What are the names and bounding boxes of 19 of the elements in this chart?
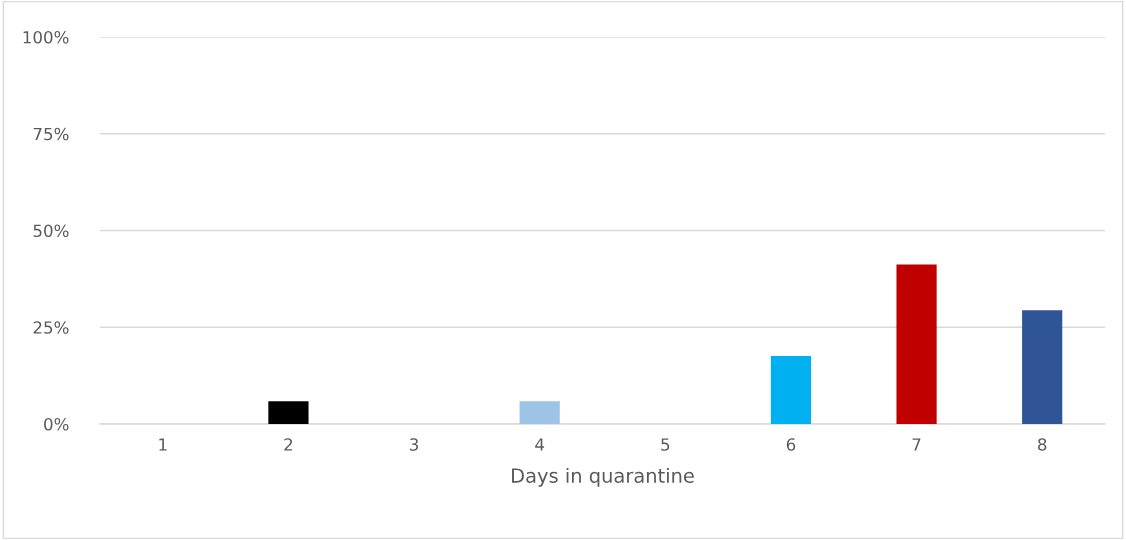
- x-tick-label: 2: [284, 438, 293, 451]
- bar: [268, 401, 309, 424]
- bar: [519, 401, 560, 424]
- x-tick-label: 3: [410, 438, 419, 451]
- y-tick-label: 100%: [23, 30, 69, 44]
- y-tick-label: 0%: [44, 417, 69, 431]
- bar: [770, 355, 812, 424]
- y-tick-label: 75%: [33, 127, 69, 141]
- x-axis-title: Days in quarantine: [512, 467, 694, 487]
- y-tick-label: 25%: [33, 321, 69, 334]
- x-tick-label: 1: [159, 438, 167, 451]
- x-tick-label: 4: [535, 438, 545, 451]
- x-tick-label: 5: [661, 438, 670, 451]
- y-tick-label: 50%: [33, 224, 69, 238]
- x-tick-label: 7: [912, 438, 921, 451]
- bar: [896, 264, 937, 424]
- x-tick-label: 8: [1038, 438, 1047, 451]
- x-tick-label: 6: [786, 438, 796, 451]
- bar: [1022, 310, 1063, 424]
